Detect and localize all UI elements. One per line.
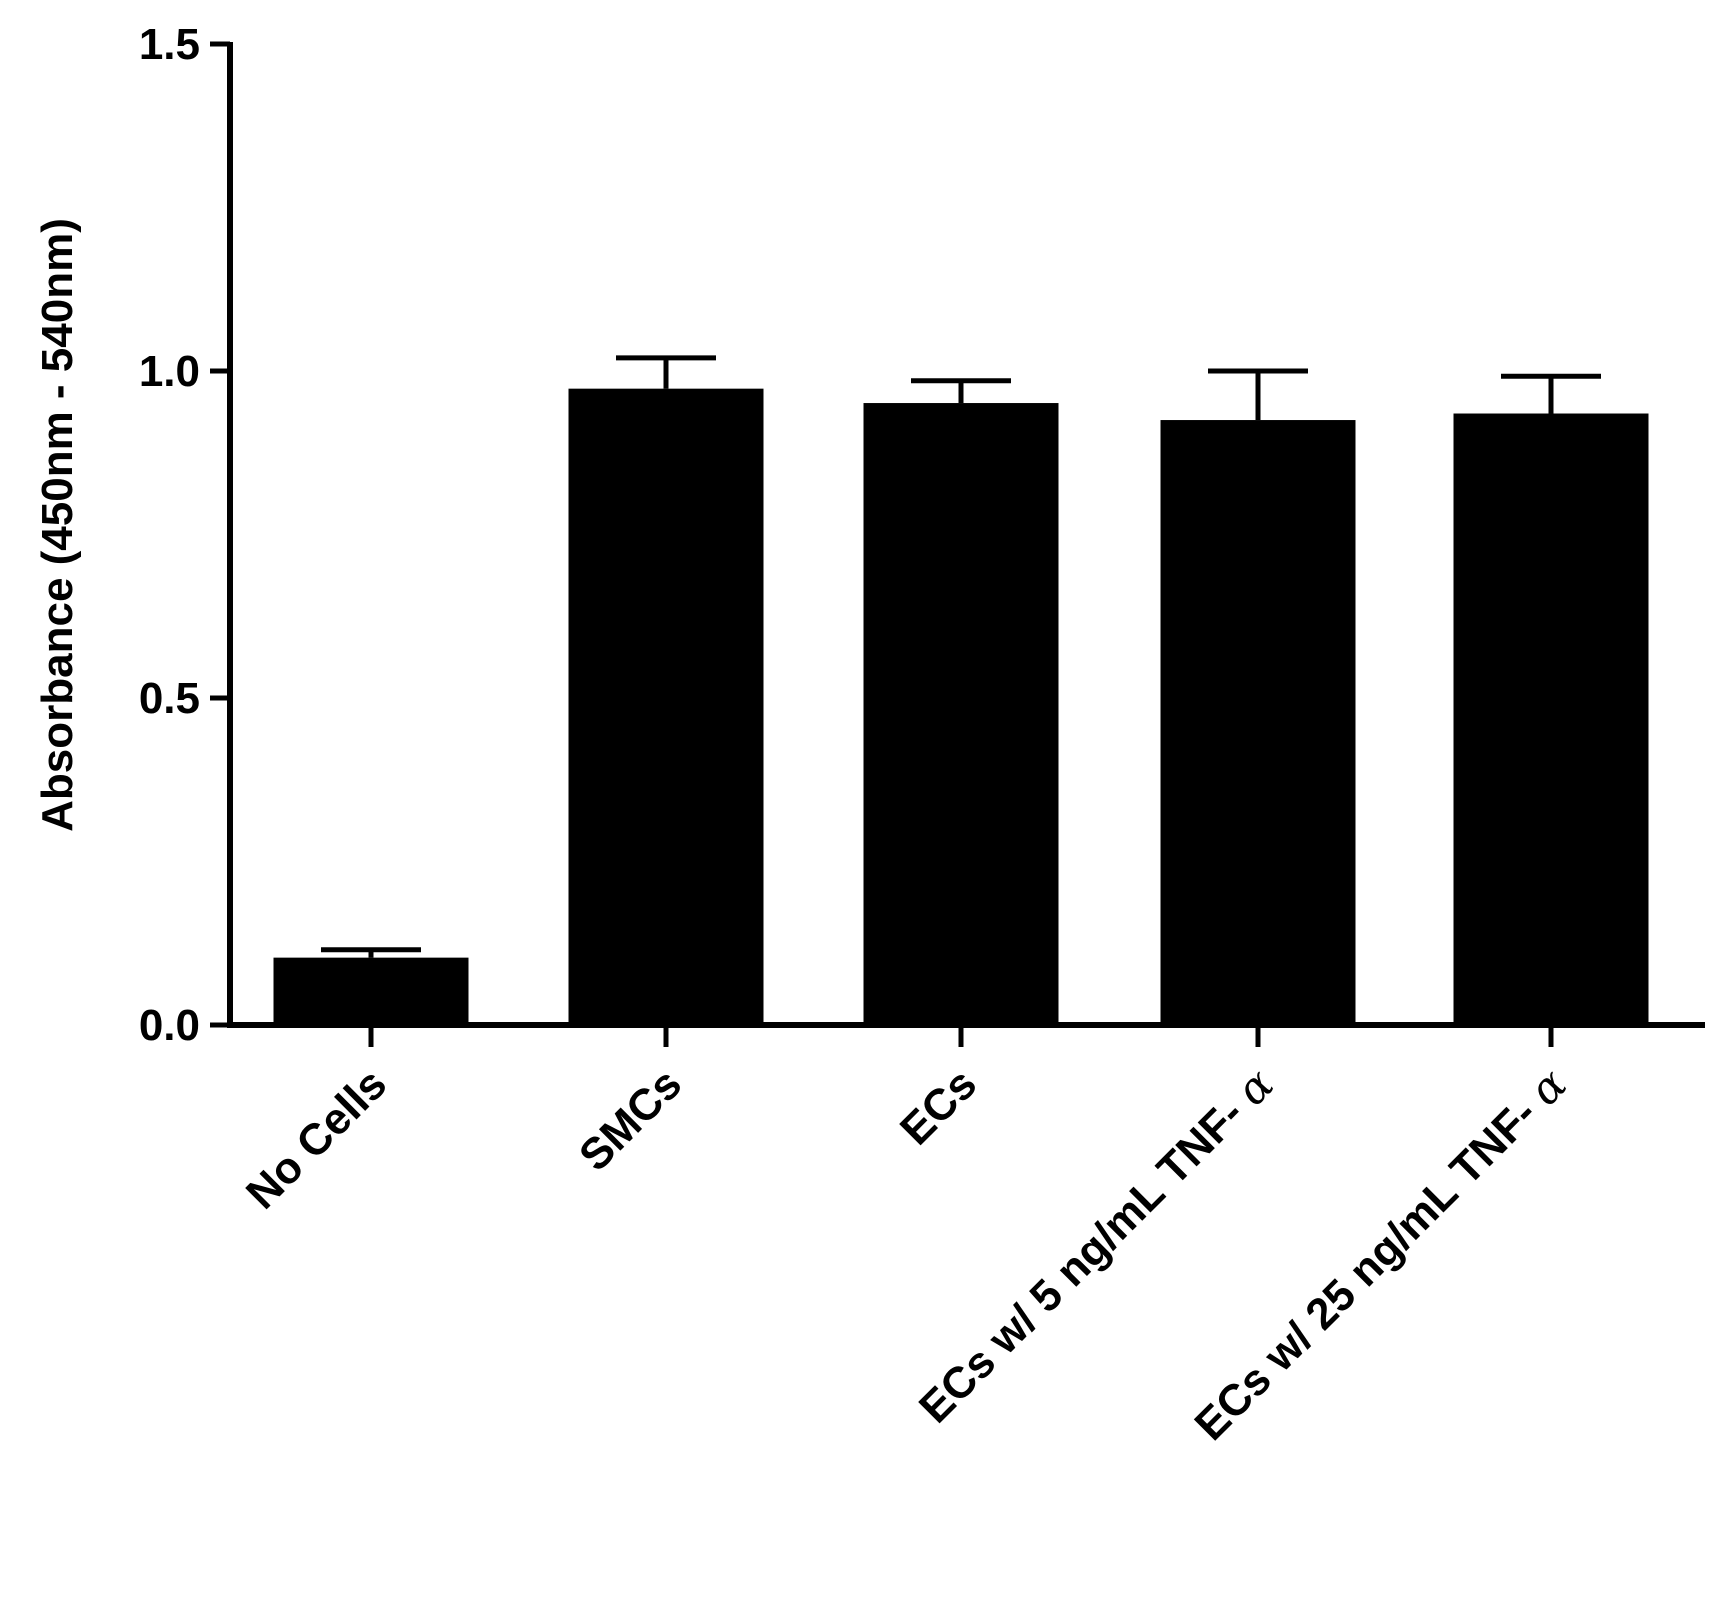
y-axis-title: Absorbance (450nm - 540nm) <box>33 218 82 832</box>
bar-3 <box>863 403 1059 1025</box>
y-tick-label-3: 1.0 <box>139 347 200 396</box>
x-tick-label-text-2: SMCs <box>570 1059 691 1180</box>
bars-group <box>273 388 1649 1026</box>
x-tick-label-2: SMCs <box>570 1059 691 1180</box>
x-tick-label-text-1: No Cells <box>237 1059 396 1218</box>
y-tick-label-2: 0.5 <box>139 674 200 723</box>
x-tick-label-text-3: ECs <box>891 1059 986 1154</box>
bar-1 <box>273 957 469 1025</box>
bar-5 <box>1453 413 1649 1025</box>
bar-2 <box>568 388 764 1026</box>
y-axis-title-group: Absorbance (450nm - 540nm) <box>33 218 82 832</box>
axes-group <box>227 42 1705 1028</box>
y-tick-label-1: 0.0 <box>139 1001 200 1050</box>
y-ticks-group: 0.0 0.5 1.0 1.5 <box>139 20 230 1050</box>
bar-4 <box>1160 420 1356 1025</box>
x-tick-label-text-4: ECs w/ 5 ng/mL TNF- <box>910 1080 1262 1432</box>
x-tick-label-1: No Cells <box>237 1059 396 1218</box>
x-tick-label-3: ECs <box>891 1059 986 1154</box>
y-tick-label-4: 1.5 <box>139 20 200 69</box>
error-bars-group <box>321 355 1601 958</box>
